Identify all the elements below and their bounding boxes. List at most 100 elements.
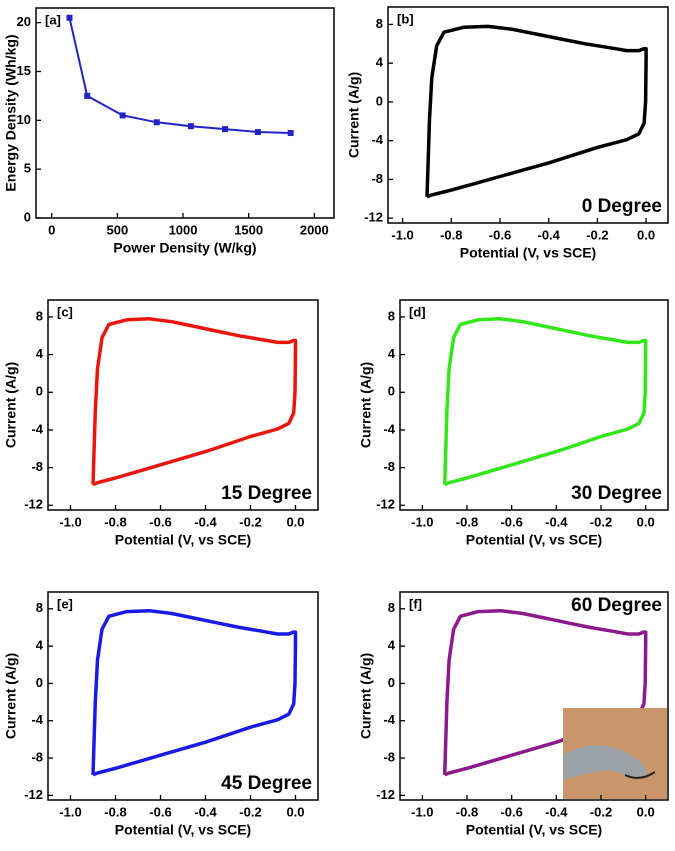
y-tick-label: 0	[388, 675, 395, 690]
y-tick-label: -4	[371, 132, 383, 147]
y-tick-label: -4	[383, 712, 395, 727]
x-axis-label: Potential (V, vs SCE)	[466, 822, 602, 838]
x-axis-label: Potential (V, vs SCE)	[115, 822, 251, 838]
annotation: 0 Degree	[582, 196, 662, 217]
y-tick-label: 8	[388, 308, 395, 323]
x-tick-label: -1.0	[59, 804, 81, 819]
data-marker	[119, 112, 126, 119]
y-tick-label: 0	[24, 209, 31, 224]
panel-label: [a]	[45, 12, 61, 27]
plot-frame	[399, 299, 669, 511]
photo-glove	[563, 745, 647, 780]
plot-frame	[399, 591, 669, 801]
y-tick-label: -4	[31, 421, 43, 436]
x-tick-label: -0.6	[489, 227, 511, 242]
x-tick-label: 0	[48, 222, 55, 237]
x-tick-label: -0.4	[194, 514, 217, 529]
y-axis-label: Current (A/g)	[3, 653, 19, 739]
y-tick-label: 8	[36, 600, 43, 615]
y-tick-label: -8	[383, 459, 395, 474]
annotation: 30 Degree	[571, 483, 662, 504]
x-tick-label: 0.0	[286, 804, 304, 819]
y-tick-label: 4	[388, 638, 396, 653]
y-tick-label: 0	[36, 675, 43, 690]
x-tick-label: -0.6	[500, 514, 522, 529]
x-axis-label: Power Density (W/kg)	[113, 240, 256, 256]
y-tick-label: -8	[31, 749, 43, 764]
x-tick-label: 1000	[169, 222, 198, 237]
y-tick-label: -4	[31, 712, 43, 727]
x-tick-label: -0.6	[149, 514, 171, 529]
x-tick-label: -0.4	[537, 227, 560, 242]
data-line	[442, 317, 648, 487]
y-tick-label: 4	[36, 638, 44, 653]
x-tick-label: -0.4	[545, 804, 568, 819]
y-tick-label: 8	[376, 16, 383, 31]
x-tick-label: 0.0	[637, 804, 655, 819]
x-tick-label: -0.8	[456, 804, 478, 819]
x-tick-label: -0.6	[500, 804, 522, 819]
x-tick-label: -0.2	[239, 514, 261, 529]
y-axis-label: Current (A/g)	[358, 653, 374, 739]
y-tick-label: 20	[17, 14, 31, 29]
x-tick-label: -1.0	[411, 514, 433, 529]
x-tick-label: -0.6	[149, 804, 171, 819]
panel-label: [c]	[57, 304, 73, 319]
y-tick-label: -12	[376, 497, 395, 512]
plot-frame	[47, 299, 319, 511]
y-tick-label: -12	[24, 497, 43, 512]
y-tick-label: 10	[17, 112, 31, 127]
y-tick-label: -8	[383, 749, 395, 764]
y-tick-label: 4	[36, 346, 44, 361]
x-tick-label: 0.0	[286, 514, 304, 529]
x-tick-label: -0.8	[456, 514, 478, 529]
annotation: 45 Degree	[221, 773, 312, 794]
panel-label: [b]	[397, 11, 414, 26]
x-tick-label: -0.2	[590, 804, 612, 819]
y-axis-label: Current (A/g)	[358, 362, 374, 448]
data-line	[442, 608, 648, 777]
y-tick-label: 4	[376, 55, 384, 70]
data-marker	[222, 126, 229, 133]
data-line	[68, 17, 291, 134]
y-axis-label: Energy Density (Wh/kg)	[3, 34, 19, 191]
x-tick-label: -0.2	[586, 227, 608, 242]
y-tick-label: -12	[364, 210, 383, 225]
y-tick-label: -4	[383, 421, 395, 436]
x-tick-label: -0.4	[545, 514, 568, 529]
x-tick-label: 500	[107, 222, 129, 237]
plot-frame	[35, 7, 335, 219]
data-marker	[254, 129, 261, 136]
y-axis-label: Current (A/g)	[3, 362, 19, 448]
x-tick-label: 1500	[234, 222, 263, 237]
x-tick-label: -0.8	[104, 804, 126, 819]
y-tick-label: 0	[388, 384, 395, 399]
plot-frame	[387, 6, 669, 224]
data-marker	[187, 123, 194, 130]
x-tick-label: 2000	[300, 222, 329, 237]
y-tick-label: -8	[31, 459, 43, 474]
inset-photo	[563, 708, 667, 799]
data-line	[91, 608, 298, 777]
y-tick-label: 0	[36, 384, 43, 399]
x-tick-label: 0.0	[637, 514, 655, 529]
photo-device	[624, 771, 656, 779]
y-tick-label: -12	[376, 787, 395, 802]
x-tick-label: -1.0	[391, 227, 413, 242]
data-marker	[287, 130, 294, 137]
x-axis-label: Potential (V, vs SCE)	[115, 532, 251, 548]
y-tick-label: -12	[24, 787, 43, 802]
y-tick-label: 5	[24, 161, 31, 176]
data-marker	[153, 119, 160, 126]
y-tick-label: 8	[36, 308, 43, 323]
x-tick-label: -0.4	[194, 804, 217, 819]
x-tick-label: -1.0	[59, 514, 81, 529]
x-tick-label: -0.8	[104, 514, 126, 529]
data-line	[91, 317, 298, 487]
plot-frame	[47, 591, 319, 801]
y-tick-label: 15	[17, 63, 31, 78]
data-marker	[66, 14, 73, 21]
x-tick-label: -1.0	[411, 804, 433, 819]
panel-label: [f]	[409, 596, 422, 611]
